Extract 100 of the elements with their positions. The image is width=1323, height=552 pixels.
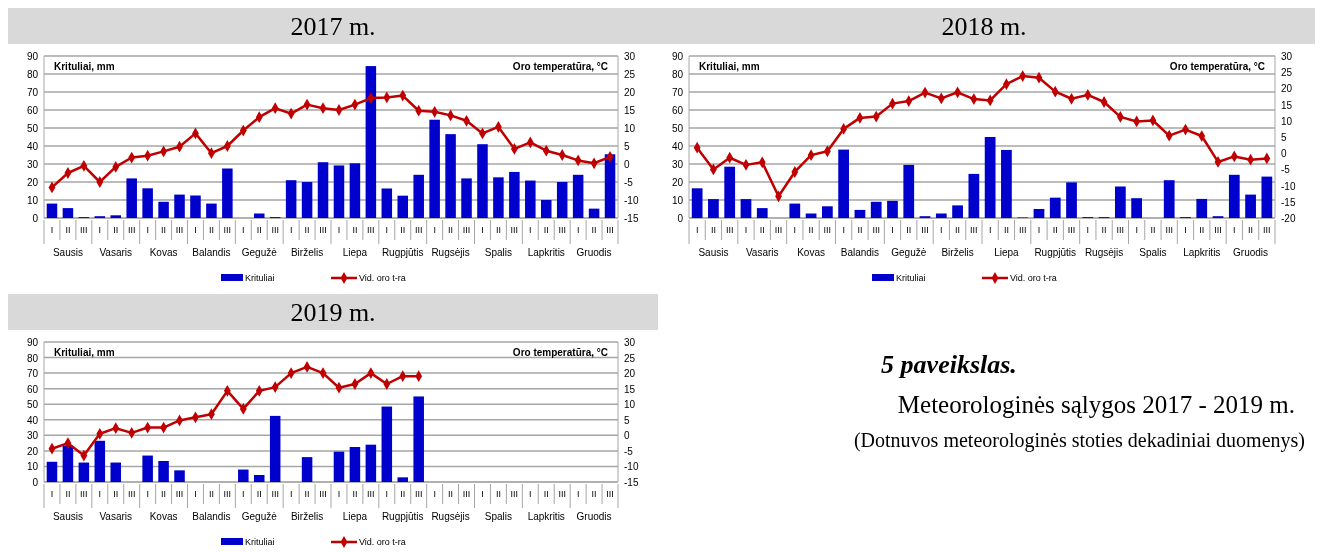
x-tick-label: II (65, 225, 71, 235)
bar (870, 201, 882, 218)
x-tick-label: II (1150, 225, 1156, 235)
bar (142, 455, 153, 482)
x-tick-label: III (774, 225, 783, 235)
bar (62, 208, 74, 218)
bar (756, 208, 768, 218)
x-tick-label: II (256, 489, 262, 499)
bar (174, 194, 185, 218)
y2-tick-label: 5 (1281, 132, 1287, 143)
bar (269, 415, 281, 482)
bar (317, 162, 329, 218)
x-tick-label: I (146, 489, 149, 499)
bar (1163, 180, 1175, 218)
bar (158, 461, 169, 482)
y-tick-label: 50 (671, 123, 684, 134)
x-tick-label: II (400, 489, 406, 499)
x-tick-label: II (1052, 225, 1058, 235)
legend-label: Vid. oro t-ra (359, 273, 406, 283)
bar (349, 163, 361, 218)
bar (94, 440, 106, 482)
x-tick-label: III (80, 225, 88, 235)
x-tick-label: I (529, 489, 532, 499)
x-tick-label: III (872, 225, 880, 235)
bar (445, 134, 456, 218)
x-tick-label: III (367, 225, 375, 235)
x-tick-label: I (385, 225, 389, 235)
x-tick-label: II (113, 225, 119, 235)
text: Sausis (52, 247, 83, 258)
bar (952, 205, 963, 218)
x-tick-label: III (175, 225, 184, 235)
x-tick-label: I (1037, 225, 1041, 235)
text: Spalis (484, 247, 513, 258)
text: Lapkritis (527, 511, 565, 522)
text: Rugsėjis (1084, 247, 1124, 258)
y-tick-label: 90 (671, 51, 684, 62)
x-tick-label: II (591, 489, 597, 499)
y2-tick-label: 5 (624, 414, 630, 426)
y2-tick-label: 0 (624, 430, 630, 442)
bar (46, 461, 58, 482)
x-tick-label: III (175, 489, 184, 499)
bar (708, 199, 719, 218)
x-tick-label: I (576, 225, 580, 235)
x-tick-label: III (725, 225, 734, 235)
x-tick-label: III (823, 225, 832, 235)
x-tick-label: II (906, 225, 912, 235)
y2-tick-label: 10 (1281, 115, 1293, 127)
x-tick-label: III (127, 225, 136, 235)
y-tick-label: 30 (671, 159, 684, 170)
y-tick-label: 0 (32, 477, 39, 488)
x-tick-label: III (1165, 225, 1173, 235)
x-tick-label: I (194, 489, 197, 499)
x-tick-label: II (304, 225, 310, 235)
x-tick-label: II (208, 225, 214, 235)
x-tick-label: II (352, 489, 358, 499)
bar (429, 119, 440, 218)
text: Lapkritis (1183, 247, 1221, 258)
x-tick-label: I (744, 225, 748, 235)
x-tick-label: I (337, 489, 341, 499)
bar (238, 469, 249, 482)
x-tick-label: III (510, 489, 519, 499)
x-tick-label: I (1135, 225, 1138, 235)
text: Gruodis (576, 511, 612, 522)
text: Balandis (192, 511, 231, 522)
x-tick-label: I (242, 225, 245, 235)
x-tick-label: III (319, 225, 327, 235)
y2-tick-label: -15 (624, 477, 639, 488)
text: Rugpjūtis (381, 247, 424, 258)
x-tick-label: II (495, 225, 501, 235)
y-axis-title: Krituliai, mm (699, 61, 760, 72)
bar (174, 470, 185, 482)
bar (365, 66, 377, 218)
bar (1131, 198, 1143, 218)
y2-tick-label: 20 (624, 87, 636, 98)
x-tick-label: I (481, 489, 484, 499)
text: Gegužė (891, 247, 927, 258)
bar (493, 177, 504, 218)
y-tick-label: 20 (671, 177, 684, 188)
bar (854, 209, 866, 218)
bar (1196, 198, 1208, 218)
y-tick-label: 40 (26, 141, 39, 152)
x-tick-label: III (127, 489, 136, 499)
y2-tick-label: -15 (624, 213, 639, 224)
x-tick-label: III (80, 489, 88, 499)
x-tick-label: II (113, 489, 119, 499)
x-tick-label: I (891, 225, 894, 235)
y2-tick-label: 10 (624, 399, 636, 411)
text: Spalis (484, 511, 513, 522)
bar (1245, 194, 1256, 218)
y2-tick-label: -10 (1281, 180, 1296, 192)
bar (789, 203, 801, 218)
x-tick-label: I (289, 225, 293, 235)
legend-label: Vid. oro t-ra (359, 537, 406, 547)
x-tick-label: I (50, 225, 54, 235)
y-tick-label: 70 (26, 368, 39, 380)
text: Birželis (941, 247, 974, 258)
bar (365, 444, 377, 482)
text: Vasaris (745, 247, 779, 258)
y-tick-label: 10 (26, 461, 39, 473)
text: Birželis (290, 247, 324, 258)
